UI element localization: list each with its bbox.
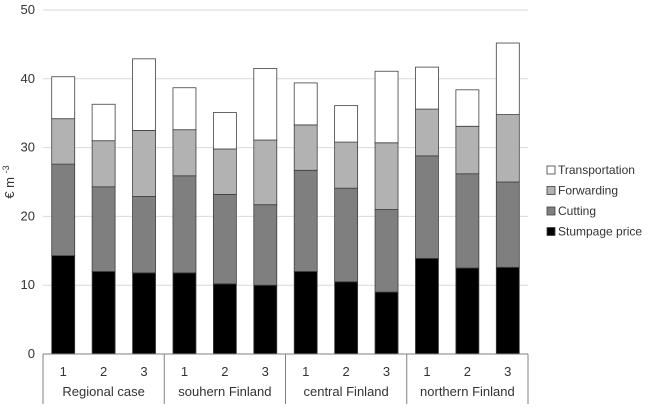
bar-transportation: [293, 82, 318, 126]
bar-cutting: [253, 204, 278, 286]
legend-swatch: [546, 165, 556, 175]
x-tick-label: 2: [343, 364, 350, 379]
bar-transportation: [132, 58, 156, 131]
y-tick-label: 0: [28, 346, 35, 361]
x-tick-label: 3: [383, 364, 390, 379]
x-tick-label: 1: [423, 364, 430, 379]
bar-forwarding: [91, 140, 116, 188]
bar-cutting: [132, 196, 156, 274]
bar-transportation: [415, 66, 439, 110]
x-tick-label: 2: [221, 364, 228, 379]
y-tick-label: 50: [21, 2, 35, 17]
bar-forwarding: [415, 108, 439, 157]
bar-transportation: [172, 87, 197, 131]
bar-cutting: [212, 193, 237, 285]
legend-label: Cutting: [558, 204, 596, 218]
group-label: souhern Finland: [178, 384, 271, 399]
bar-forwarding: [51, 118, 76, 165]
group-label: central Finland: [303, 384, 388, 399]
y-tick-label: 40: [21, 71, 35, 86]
bar-transportation: [334, 105, 359, 143]
y-tick-label: 30: [21, 140, 35, 155]
x-tick-label: 1: [181, 364, 188, 379]
bar-cutting: [91, 186, 116, 272]
y-axis-title: € m -3: [1, 165, 17, 198]
x-tick-label: 3: [140, 364, 147, 379]
bar-transportation: [212, 112, 237, 150]
x-tick-label: 2: [464, 364, 471, 379]
legend-label: Stumpage price: [558, 225, 642, 239]
gridlines: [43, 9, 528, 286]
group-label: Regional case: [62, 384, 144, 399]
x-tick-label: 1: [302, 364, 309, 379]
group-label: northern Finland: [420, 384, 515, 399]
bar-stumpage-price: [495, 266, 520, 355]
bar-cutting: [374, 209, 399, 293]
bar-forwarding: [293, 124, 318, 171]
legend-swatch: [546, 186, 556, 195]
bar-cutting: [293, 169, 318, 272]
bar-cutting: [495, 181, 520, 268]
axes: 0 10 20 30 40 50 € m -3 1 2 3 1 2 3 1 2 3 1 2 3 Regional ca…: [1, 2, 529, 404]
bar-stumpage-price: [293, 271, 318, 355]
bar-transportation: [51, 76, 76, 120]
bar-forwarding: [455, 125, 480, 175]
bar-transportation: [91, 103, 116, 142]
y-tick-label: 10: [21, 277, 35, 292]
bar-transportation: [455, 89, 480, 127]
bar-stumpage-price: [132, 272, 156, 355]
bar-stumpage-price: [253, 284, 278, 355]
bar-forwarding: [374, 142, 399, 210]
legend-swatch: [546, 206, 556, 216]
legend-label: Transportation: [558, 163, 635, 177]
bar-stumpage-price: [172, 272, 197, 355]
bar-transportation: [374, 70, 399, 144]
bar-forwarding: [495, 114, 520, 183]
y-axis-title-superscript: -3: [1, 165, 11, 173]
legend-swatch: [546, 227, 556, 236]
bar-stumpage-price: [334, 281, 359, 355]
x-tick-label: 1: [60, 364, 67, 379]
y-tick-label: 20: [21, 208, 35, 223]
bar-forwarding: [172, 129, 197, 177]
bar-stumpage-price: [455, 267, 480, 355]
bar-forwarding: [212, 148, 237, 195]
bar-cutting: [172, 175, 197, 274]
bars: [51, 42, 520, 355]
x-tick-label: 3: [262, 364, 269, 379]
bar-stumpage-price: [212, 283, 237, 355]
bar-stumpage-price: [374, 291, 399, 355]
y-axis-title-main: € m: [2, 173, 17, 198]
bar-forwarding: [334, 141, 359, 189]
bar-forwarding: [132, 129, 156, 197]
bar-stumpage-price: [51, 255, 76, 355]
bar-transportation: [253, 68, 278, 141]
bar-transportation: [495, 42, 520, 115]
legend: Transportation Forwarding Cutting Stumpage …: [546, 163, 642, 239]
x-tick-label: 2: [100, 364, 107, 379]
legend-label: Forwarding: [558, 184, 618, 198]
bar-stumpage-price: [91, 271, 116, 355]
bar-cutting: [455, 173, 480, 269]
bar-cutting: [415, 155, 439, 259]
bar-forwarding: [253, 139, 278, 206]
x-tick-label: 3: [504, 364, 511, 379]
bar-stumpage-price: [415, 257, 439, 355]
bar-cutting: [51, 163, 76, 257]
bar-cutting: [334, 187, 359, 283]
